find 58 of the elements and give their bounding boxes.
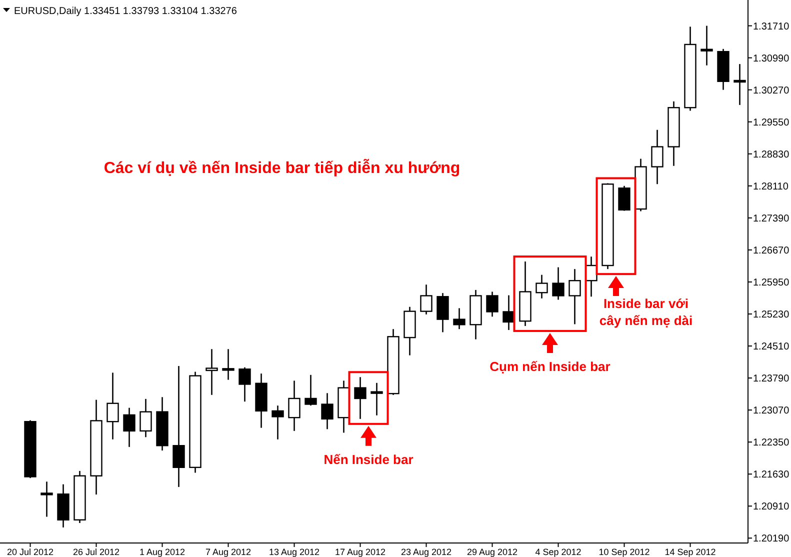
candlestick (651, 129, 664, 185)
candlestick (568, 268, 581, 325)
y-tick-label: 1.30990 (753, 53, 790, 64)
y-tick-label: 1.20190 (753, 534, 790, 545)
x-tick-label: 20 Jul 2012 (6, 547, 54, 557)
x-tick-label: 26 Jul 2012 (72, 547, 120, 557)
candlestick (552, 266, 564, 300)
x-tick-label: 14 Sep 2012 (664, 547, 716, 557)
y-tick-label: 1.20910 (753, 502, 790, 513)
x-tick-label: 29 Aug 2012 (466, 547, 518, 557)
annotation: Inside bar với cây nến mẹ dài (599, 296, 693, 328)
candlestick (700, 25, 713, 66)
candlestick (304, 374, 317, 406)
candlestick (238, 366, 251, 402)
candlestick (354, 376, 366, 420)
y-tick-label: 1.31710 (753, 21, 790, 32)
candlestick (618, 185, 630, 212)
y-tick-label: 1.28830 (753, 149, 790, 160)
y-tick-label: 1.25230 (753, 309, 790, 320)
x-tick-label: 10 Sep 2012 (598, 547, 650, 557)
candlestick (140, 398, 152, 438)
y-tick-label: 1.24510 (753, 341, 790, 352)
candlestick (222, 348, 234, 380)
candlestick (486, 291, 498, 318)
candlestick (536, 274, 548, 300)
annotation: Cụm nến Inside bar (490, 358, 610, 374)
y-tick-label: 1.23070 (753, 406, 790, 417)
candlestick (172, 365, 185, 488)
annotation: EURUSD,Daily 1.33451 1.33793 1.33104 1.33276 (14, 6, 238, 17)
y-tick-label: 1.22350 (753, 438, 790, 449)
y-tick-label: 1.28110 (753, 181, 789, 192)
x-tick-label: 7 Aug 2012 (205, 547, 252, 557)
candlestick (321, 392, 334, 430)
candlestick (123, 407, 136, 448)
y-tick-label: 1.27390 (753, 213, 790, 224)
candlestick (436, 292, 449, 333)
y-tick-label: 1.26670 (753, 245, 790, 256)
x-tick-label: 4 Sep 2012 (535, 547, 582, 557)
candlestick (40, 480, 53, 518)
y-tick-label: 1.30270 (753, 85, 790, 96)
candlestick (370, 382, 383, 416)
candlestick (502, 294, 515, 331)
x-tick-label: 13 Aug 2012 (268, 547, 320, 557)
y-tick-label: 1.25950 (753, 277, 790, 288)
x-tick-label: 17 Aug 2012 (334, 547, 386, 557)
candlestick (288, 380, 300, 432)
y-tick-label: 1.29550 (753, 117, 790, 128)
candlestick (272, 404, 284, 440)
candlestick (453, 308, 466, 330)
y-tick-label: 1.23790 (753, 374, 790, 385)
x-tick-label: 23 Aug 2012 (400, 547, 452, 557)
candlestick (206, 348, 218, 396)
candlestick (420, 284, 432, 316)
x-tick-label: 1 Aug 2012 (139, 547, 186, 557)
text: Các ví dụ về nến Inside bar tiếp diễn xu hướng (104, 158, 460, 177)
candlestick (106, 372, 119, 440)
annotation: Nến Inside bar (324, 452, 414, 467)
y-tick-label: 1.21630 (753, 470, 790, 481)
